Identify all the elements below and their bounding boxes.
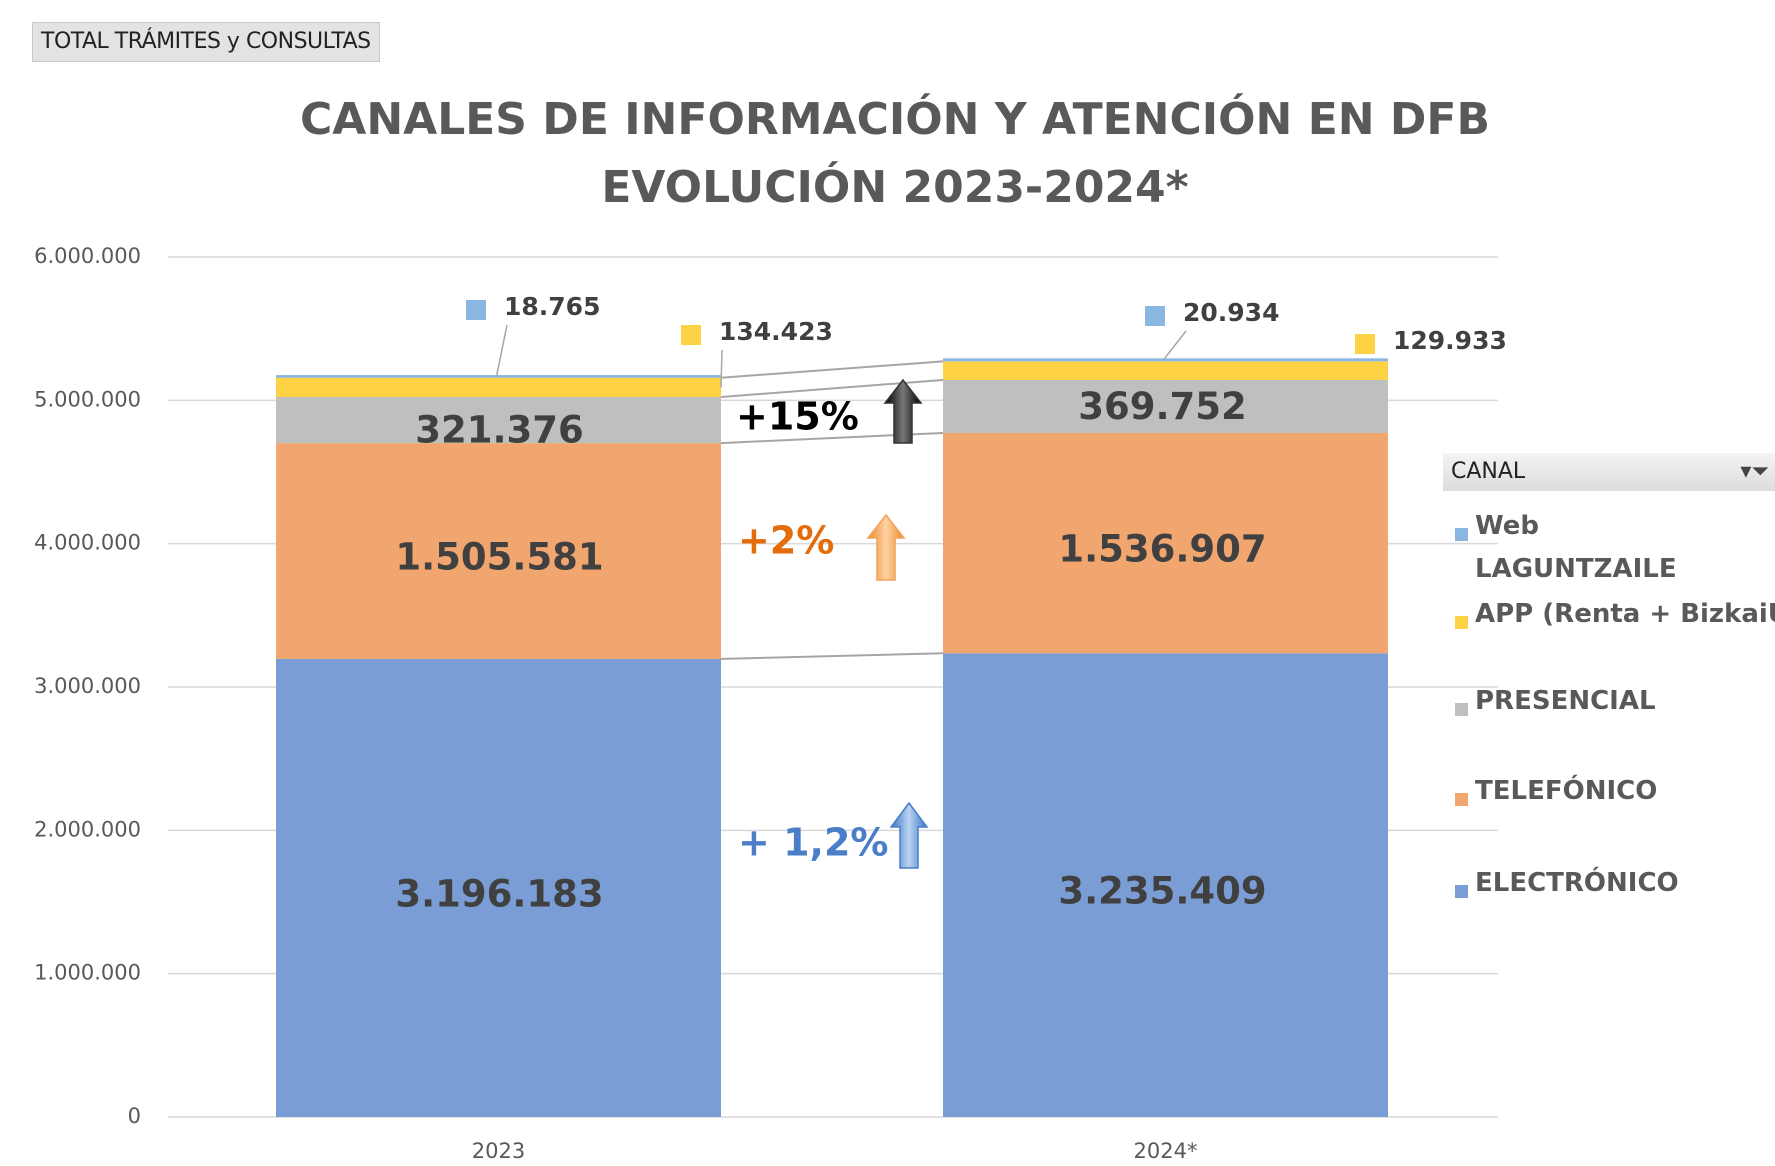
bar-segment xyxy=(943,653,1388,1117)
arrow-up xyxy=(866,513,906,581)
legend-swatch xyxy=(1455,615,1468,629)
filter-button[interactable]: TOTAL TRÁMITES y CONSULTAS xyxy=(32,22,380,62)
label-marker xyxy=(1355,334,1375,354)
bar-segment xyxy=(943,358,1388,362)
legend: CANAL ▾⏷ Web LAGUNTZAILE APP (Renta + Bizk… xyxy=(1443,453,1775,1013)
chart-subtitle: EVOLUCIÓN 2023-2024* xyxy=(601,160,1188,213)
y-tick-label: 4.000.000 xyxy=(34,531,141,555)
legend-label: APP (Renta + BizkaiUp) xyxy=(1475,599,1775,629)
x-tick-label: 2023 xyxy=(472,1139,525,1163)
leader-line xyxy=(495,324,508,377)
label-marker xyxy=(681,325,701,345)
data-label: 18.765 xyxy=(504,292,600,321)
legend-item[interactable]: PRESENCIAL xyxy=(1455,680,1775,723)
leader-line xyxy=(1162,330,1187,361)
annotation: +15% xyxy=(736,395,859,439)
data-label: 1.505.581 xyxy=(395,535,603,578)
grid: 0 1.000.000 2.000.000 3.000.000 4.000.000 5.0… xyxy=(34,244,1498,1128)
arrow-up xyxy=(883,378,923,444)
y-tick-label: 3.000.000 xyxy=(34,674,141,698)
bar-segment xyxy=(276,375,721,378)
data-label: 134.423 xyxy=(719,317,833,346)
legend-item[interactable]: APP (Renta + BizkaiUp) xyxy=(1455,593,1775,636)
legend-item[interactable]: TELEFÓNICO xyxy=(1455,770,1775,813)
label-marker xyxy=(466,300,486,320)
legend-swatch xyxy=(1455,792,1468,806)
bar-segment xyxy=(943,379,1388,433)
legend-title[interactable]: CANAL ▾⏷ xyxy=(1443,453,1775,491)
data-label: 3.196.183 xyxy=(395,872,603,915)
bars xyxy=(276,358,1388,1117)
legend-swatch xyxy=(1455,702,1468,716)
annotation: +2% xyxy=(738,519,834,563)
arrow-up xyxy=(889,801,929,869)
legend-label: Web LAGUNTZAILE xyxy=(1475,511,1677,584)
bar-segment xyxy=(276,397,721,444)
legend-item[interactable]: ELECTRÓNICO xyxy=(1455,862,1775,905)
data-label: 20.934 xyxy=(1183,298,1279,327)
data-label: 1.536.907 xyxy=(1058,528,1266,571)
bar-segment xyxy=(276,658,721,1117)
data-label: 321.376 xyxy=(415,409,584,452)
legend-label: ELECTRÓNICO xyxy=(1475,868,1679,898)
legend-swatch xyxy=(1455,884,1468,898)
y-tick-label: 0 xyxy=(128,1104,141,1128)
bar-segment xyxy=(943,361,1388,380)
legend-swatch xyxy=(1455,527,1468,541)
data-label: 3.235.409 xyxy=(1058,870,1266,913)
y-tick-label: 6.000.000 xyxy=(34,244,141,268)
y-tick-label: 2.000.000 xyxy=(34,817,141,841)
legend-item[interactable]: Web LAGUNTZAILE xyxy=(1455,505,1775,591)
data-label: 129.933 xyxy=(1393,326,1507,355)
filter-icon: ▾⏷ xyxy=(1740,459,1769,484)
bar-segment xyxy=(276,443,721,659)
bar-segment xyxy=(943,432,1388,654)
chart-title: CANALES DE INFORMACIÓN Y ATENCIÓN EN DFB xyxy=(300,92,1490,145)
annotation: + 1,2% xyxy=(738,821,888,865)
bar-segment xyxy=(276,377,721,398)
labels: 2023 2024* 3.196.183 3.235.409 1.505.581 1.53… xyxy=(395,292,1507,1163)
leader-line xyxy=(720,349,723,388)
legend-label: TELEFÓNICO xyxy=(1475,776,1658,806)
y-tick-label: 1.000.000 xyxy=(34,961,141,985)
connector-line xyxy=(720,652,944,660)
label-marker xyxy=(1145,306,1165,326)
data-label: 369.752 xyxy=(1078,385,1247,428)
x-tick-label: 2024* xyxy=(1134,1139,1198,1163)
legend-title-text: CANAL xyxy=(1451,459,1526,484)
connector-line xyxy=(720,360,944,379)
legend-label: PRESENCIAL xyxy=(1475,686,1656,716)
y-tick-label: 5.000.000 xyxy=(34,387,141,411)
